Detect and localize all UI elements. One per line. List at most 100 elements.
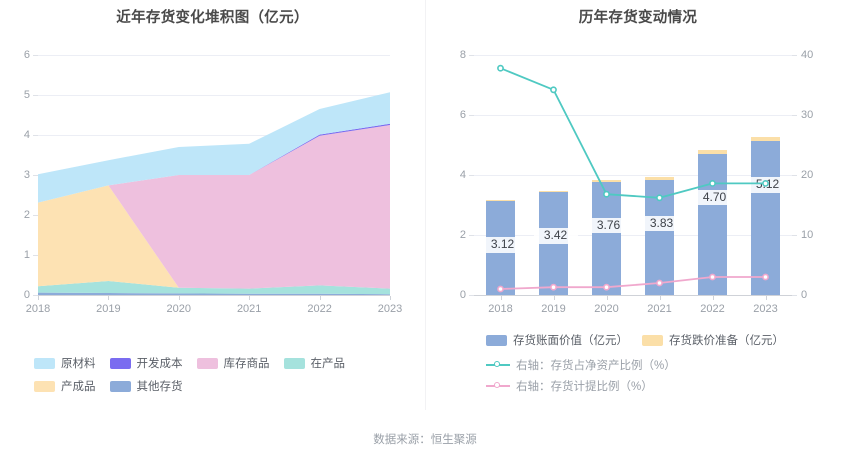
stacked-area-series [38,92,390,295]
left-chart-legend: 原材料 开发成本 库存商品 在产品产成品 其他存货 [34,355,414,401]
bar-inventory-provision[interactable] [538,190,569,193]
line-point[interactable] [497,64,504,72]
line-point[interactable] [709,273,716,281]
bar-inventory-provision[interactable] [750,136,781,142]
legend-swatch [196,357,218,369]
y-axis-right-tick-label: 0 [801,289,808,301]
y-axis-left-tick-label: 4 [459,169,466,181]
line-point[interactable] [550,283,557,291]
y-axis-left-tick-mark [469,55,474,56]
y-axis-left-tick-label: 0 [459,289,466,301]
legend-item-库存商品[interactable]: 库存商品 [196,355,270,371]
y-axis-tick-label: 6 [23,49,30,61]
legend-swatch [642,334,663,346]
x-axis-tick-label: 2023 [753,303,778,315]
legend-item-其他存货[interactable]: 其他存货 [109,378,183,394]
area-series-在产品 [38,281,390,295]
x-axis-tick-mark [606,296,608,300]
legend-item-产成品[interactable]: 产成品 [34,378,96,394]
y-axis-tick-label: 3 [23,169,30,181]
bar-inventory-provision[interactable] [591,179,622,183]
area-series-其他存货 [38,292,390,295]
legend-item-右轴：存货计提比例（%）[interactable]: 右轴：存货计提比例（%） [486,378,846,394]
bar-inventory-provision[interactable] [644,177,675,181]
legend-label: 在产品 [310,358,346,370]
x-axis-tick-label: 2018 [488,303,513,315]
y-axis-tick-mark [33,55,38,56]
bar-inventory-provision[interactable] [697,149,728,154]
legend-item-开发成本[interactable]: 开发成本 [109,355,183,371]
x-axis-tick-mark [712,296,714,300]
line-point[interactable] [762,273,769,281]
bar-inventory-provision[interactable] [485,199,516,202]
y-axis-tick-mark [33,175,38,176]
y-axis-right-tick-label: 20 [801,169,814,181]
bar-inventory-value[interactable] [538,192,569,295]
line-point[interactable] [709,179,716,187]
bar-value-label: 3.83 [639,216,684,232]
right-chart-panel: 历年存货变动情况 0 2 4 6 8 0 10 20 30 40 3.12 2018 3.42 2019 3… [425,0,850,410]
legend-item-原材料[interactable]: 原材料 [34,355,96,371]
legend-swatch [34,380,55,392]
y-axis-tick-label: 4 [23,129,30,141]
line-point[interactable] [762,179,769,187]
x-axis-tick-label: 2020 [166,303,192,315]
x-axis-tick-mark [659,296,661,300]
bar-value-label: 3.42 [533,228,578,244]
x-axis-tick-label: 2018 [25,303,51,315]
legend-line-marker [486,359,510,371]
left-chart-panel: 近年存货变化堆积图（亿元） 0 1 2 3 4 5 6 2018 2019 2020 2021 202… [0,0,425,410]
x-axis-tick-label: 2021 [236,303,262,315]
y-axis-right-tick-mark [792,115,797,116]
bar-inventory-value[interactable] [750,141,781,295]
y-axis-right-tick-label: 10 [801,229,814,241]
line-point[interactable] [550,86,557,94]
data-source-note: 数据来源：恒生聚源 [373,434,477,446]
x-axis-line [38,295,390,296]
legend-label: 产成品 [61,381,96,393]
legend-swatch [34,357,55,369]
line-point[interactable] [656,194,663,202]
x-axis-tick-mark [319,296,321,300]
legend-label: 右轴：存货占净资产比例（%） [516,360,676,372]
legend-label: 存货账面价值（亿元） [513,335,628,347]
grid-line [474,55,792,56]
right-chart-line-legend: 右轴：存货占净资产比例（%） 右轴：存货计提比例（%） [486,357,846,399]
legend-label: 存货跌价准备（亿元） [669,335,784,347]
x-axis-tick-label: 2019 [96,303,121,315]
grid-line [474,235,792,236]
grid-line [38,95,390,96]
x-axis-tick-mark [249,296,251,300]
line-point[interactable] [603,283,610,291]
x-axis-tick-mark [390,296,391,300]
legend-swatch [109,380,131,392]
x-axis-tick-label: 2020 [594,303,619,315]
x-axis-tick-label: 2022 [307,303,332,315]
y-axis-tick-mark [33,215,38,216]
legend-label: 其他存货 [136,381,183,393]
bar-inventory-value[interactable] [697,154,728,295]
bar-inventory-value[interactable] [591,182,622,295]
y-axis-tick-label: 5 [23,89,30,101]
legend-line-marker [486,380,510,392]
legend-item-右轴：存货占净资产比例（%）[interactable]: 右轴：存货占净资产比例（%） [486,357,846,373]
legend-item-存货账面价值（亿元）[interactable]: 存货账面价值（亿元） [486,332,628,348]
legend-item-存货跌价准备（亿元）[interactable]: 存货跌价准备（亿元） [642,332,784,348]
stacked-area-plot: 0 1 2 3 4 5 6 2018 2019 2020 2021 2022 2023 [24,50,402,315]
y-axis-right-tick-mark [792,175,797,176]
legend-label: 开发成本 [136,358,183,370]
legend-item-在产品[interactable]: 在产品 [283,355,346,371]
line-point[interactable] [603,190,610,198]
y-axis-tick-label: 2 [23,209,30,221]
y-axis-tick-mark [33,135,38,136]
right-chart-title: 历年存货变动情况 [578,10,698,26]
x-axis-tick-label: 2021 [647,303,672,315]
y-axis-left-tick-mark [469,295,474,296]
y-axis-right-tick-label: 30 [801,109,814,121]
line-point[interactable] [497,285,504,293]
x-axis-tick-mark [108,296,110,300]
legend-swatch [109,357,131,369]
legend-swatch [283,357,305,369]
legend-label: 右轴：存货计提比例（%） [516,381,653,393]
line-point[interactable] [656,279,663,287]
